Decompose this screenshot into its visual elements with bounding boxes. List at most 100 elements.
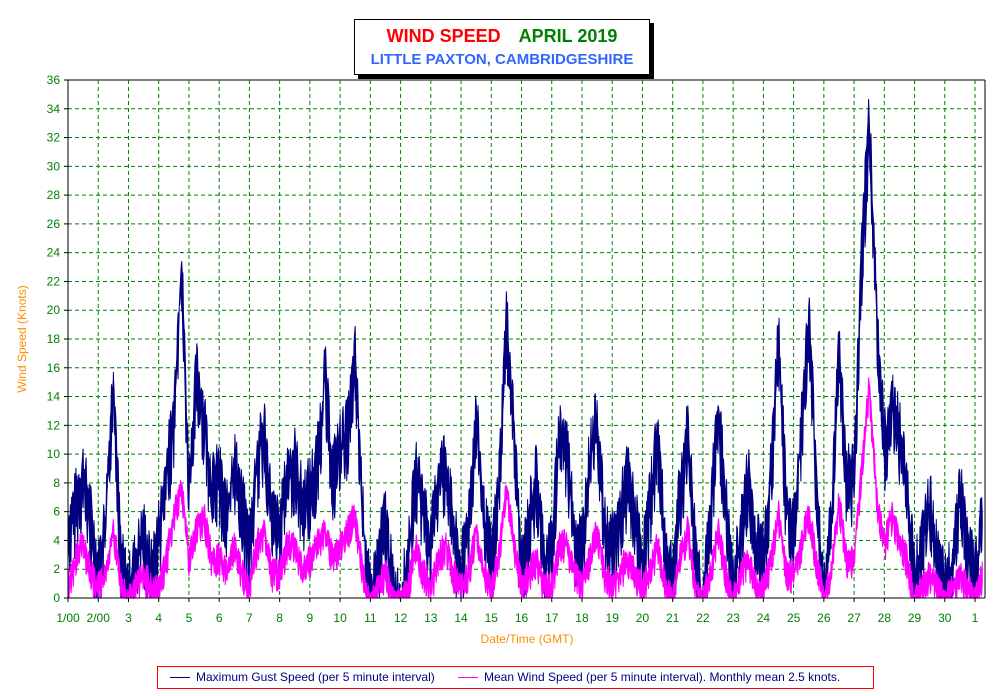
series-point [838, 496, 840, 498]
x-tick-label: 5 [186, 611, 193, 625]
series-point [800, 424, 802, 426]
x-tick-label: 15 [485, 611, 499, 625]
series-point [475, 525, 477, 527]
series-point [286, 539, 288, 542]
series-point [384, 568, 387, 570]
series-point [331, 467, 334, 470]
series-point [97, 568, 99, 570]
series-point [959, 568, 961, 570]
series-point [596, 525, 598, 527]
series-point [392, 583, 394, 585]
series-point [195, 525, 198, 527]
series-point [558, 424, 560, 426]
series-point [354, 511, 356, 513]
legend-swatch-gust [170, 677, 190, 679]
series-point [233, 539, 235, 542]
y-tick-label: 36 [47, 73, 61, 87]
series-point [770, 467, 772, 470]
series-point [150, 568, 152, 570]
x-tick-label: 4 [155, 611, 162, 625]
series-point [384, 511, 387, 513]
x-tick-label: 1/00 [56, 611, 80, 625]
series-point [679, 482, 681, 484]
series-point [445, 539, 447, 542]
x-tick-label: 1 [972, 611, 979, 625]
series-point [921, 539, 923, 542]
series-point [362, 568, 364, 570]
series-point [619, 511, 621, 513]
y-tick-label: 18 [47, 332, 61, 346]
series-point [936, 554, 938, 556]
series-point [377, 583, 379, 585]
series-point [861, 252, 863, 254]
grid-lines [68, 80, 985, 598]
x-tick-label: 11 [364, 611, 377, 625]
series-point [868, 381, 870, 383]
series-point [732, 583, 734, 585]
y-tick-label: 28 [47, 188, 61, 202]
series-point [460, 583, 462, 585]
series-point [415, 539, 417, 542]
series-point [180, 482, 182, 484]
series-point [611, 583, 613, 585]
series-point [316, 453, 319, 455]
series-point [203, 511, 205, 513]
x-tick-label: 17 [545, 611, 559, 625]
series-point [203, 410, 205, 412]
series-point [331, 554, 334, 556]
x-tick-label: 7 [246, 611, 253, 625]
legend-item-gust: Maximum Gust Speed (per 5 minute interva… [170, 670, 435, 684]
series-point [505, 309, 507, 311]
series-point [641, 554, 644, 556]
series-point [309, 482, 311, 484]
x-tick-label: 8 [276, 611, 283, 625]
series-point [513, 539, 515, 542]
series-point [755, 583, 757, 585]
series-point [347, 525, 349, 527]
series-point [301, 496, 303, 498]
series-point [377, 554, 379, 556]
series-point [422, 568, 424, 570]
series-point [853, 467, 855, 470]
series-point [226, 568, 228, 570]
series-point [294, 539, 296, 542]
series-point [422, 496, 424, 498]
y-tick-label: 12 [47, 418, 61, 432]
legend: Maximum Gust Speed (per 5 minute interva… [157, 666, 874, 689]
series-point [891, 395, 893, 398]
series-point [566, 539, 568, 542]
series-point [785, 568, 787, 570]
series-point [777, 324, 780, 326]
series-point [717, 395, 719, 398]
series-point [981, 511, 984, 513]
series-point [142, 525, 145, 527]
series-point [543, 554, 545, 556]
series-point [263, 525, 266, 527]
x-tick-label: 3 [125, 611, 132, 625]
series-point [876, 309, 878, 311]
series-point [936, 583, 938, 585]
series-point [898, 424, 901, 426]
series-point [777, 511, 780, 513]
y-tick-label: 14 [47, 390, 61, 404]
series-point [876, 496, 878, 498]
series-point [105, 568, 107, 570]
series-point [717, 525, 719, 527]
x-tick-label: 24 [757, 611, 771, 625]
series-point [505, 482, 507, 484]
series-point [740, 525, 742, 527]
series-point [815, 467, 817, 470]
x-tick-label: 2/00 [87, 611, 111, 625]
series-point [558, 539, 560, 542]
series-point [437, 467, 439, 470]
series-point [97, 583, 99, 585]
series-point [324, 525, 326, 527]
series-point [747, 554, 749, 556]
series-point [664, 539, 666, 542]
series-point [921, 583, 923, 585]
series-point [354, 352, 356, 354]
series-point [747, 467, 749, 470]
series-point [951, 554, 953, 556]
series-point [127, 583, 130, 585]
